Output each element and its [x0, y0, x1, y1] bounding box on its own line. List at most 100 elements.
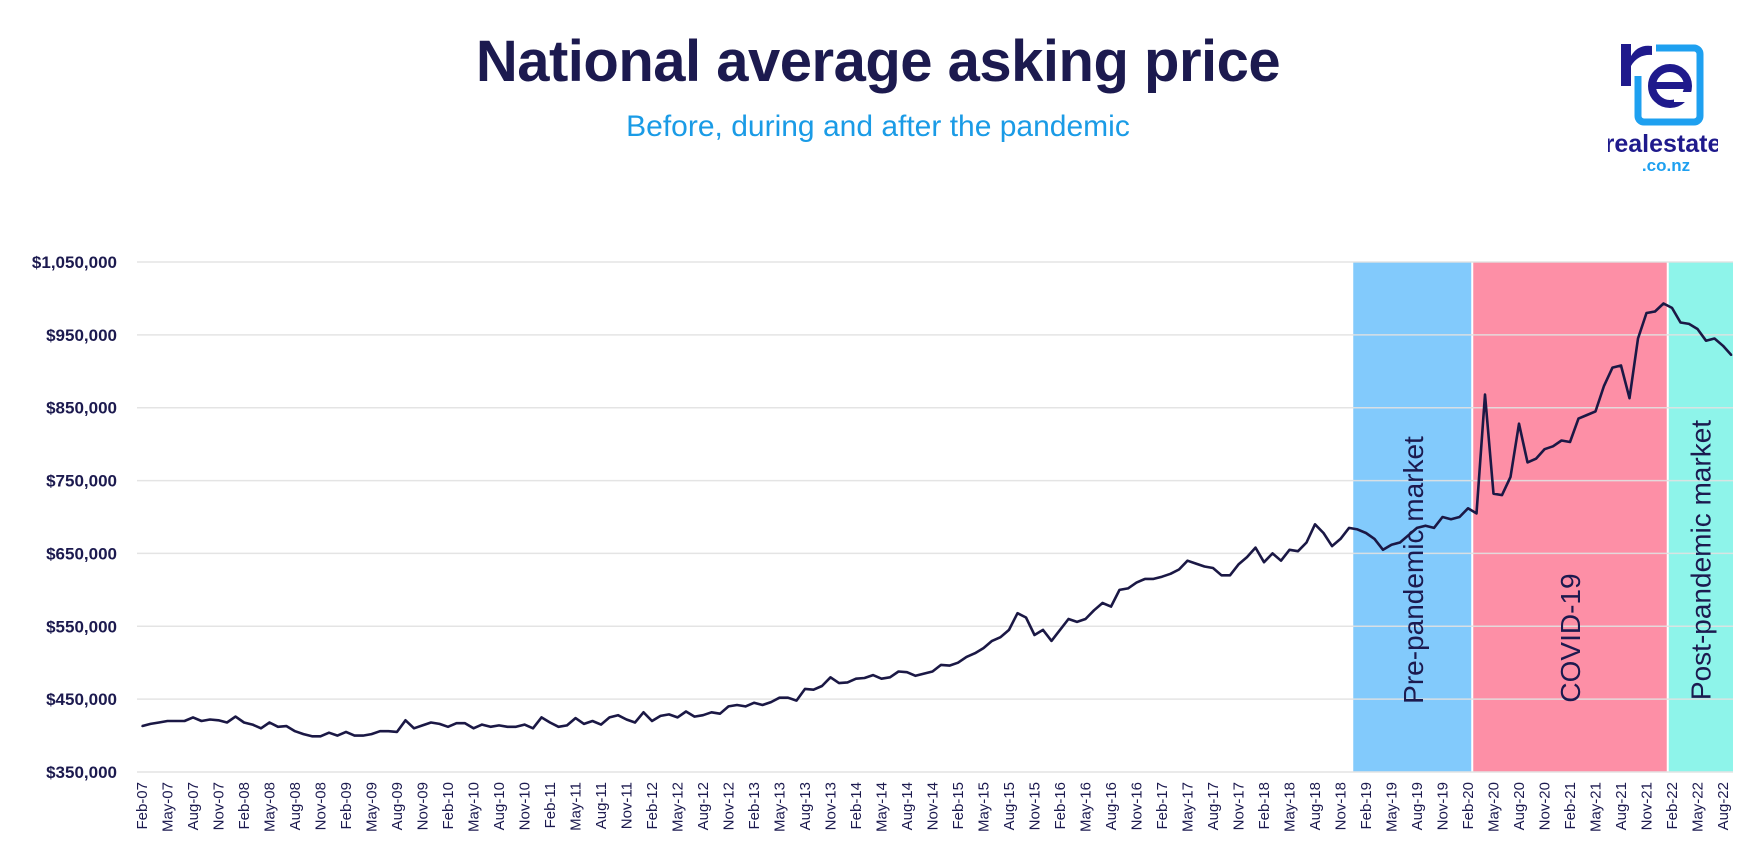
x-tick-label: Nov-20 — [1537, 782, 1554, 830]
data-point — [489, 726, 492, 728]
data-point — [982, 647, 985, 649]
y-tick-label: $550,000 — [46, 617, 117, 636]
data-point — [1348, 527, 1350, 529]
data-point — [1356, 528, 1359, 531]
data-point — [226, 721, 228, 724]
data-point — [608, 716, 611, 719]
x-tick-label: Feb-16 — [1052, 782, 1069, 830]
x-tick-label: Feb-14 — [848, 782, 865, 830]
data-point — [1322, 532, 1325, 534]
data-point — [523, 723, 526, 726]
x-tick-label: Feb-15 — [950, 782, 967, 830]
x-tick-label: Aug-14 — [899, 782, 916, 830]
data-point — [166, 720, 169, 722]
data-point — [1509, 476, 1512, 478]
data-point — [1365, 532, 1367, 534]
data-point — [1169, 573, 1172, 575]
x-tick-label: May-13 — [772, 782, 789, 832]
data-point — [472, 727, 475, 730]
data-point — [1203, 565, 1206, 568]
x-tick-label: May-08 — [262, 782, 279, 832]
data-point — [1654, 310, 1656, 313]
data-point — [685, 710, 687, 713]
data-point — [1424, 524, 1427, 527]
data-point — [158, 721, 160, 724]
data-point — [404, 719, 407, 722]
data-point — [370, 733, 373, 735]
x-tick-label: Nov-09 — [415, 782, 432, 830]
data-point — [1093, 609, 1095, 612]
data-point — [999, 636, 1002, 639]
x-tick-label: Feb-21 — [1562, 782, 1579, 830]
data-point — [693, 715, 696, 718]
data-point — [744, 705, 747, 708]
data-point — [200, 720, 203, 722]
data-point — [642, 711, 645, 714]
data-point — [1033, 634, 1036, 636]
data-point — [1280, 559, 1282, 562]
x-tick-label: Aug-11 — [593, 782, 610, 829]
x-tick-label: Nov-08 — [313, 782, 330, 830]
logo-word: realestate — [1608, 130, 1718, 158]
data-point — [1645, 312, 1648, 314]
data-point — [736, 704, 738, 706]
x-tick-label: May-10 — [466, 782, 483, 832]
data-point — [1705, 339, 1707, 342]
data-point — [183, 720, 186, 722]
data-point — [634, 721, 636, 724]
data-point — [897, 670, 900, 673]
data-point — [1067, 618, 1070, 620]
data-point — [430, 721, 432, 724]
logo-r-arc — [1631, 45, 1652, 66]
y-tick-label: $450,000 — [46, 690, 117, 709]
data-point — [1441, 516, 1444, 518]
data-point — [1696, 328, 1699, 330]
data-point — [1237, 563, 1240, 566]
data-point — [515, 726, 517, 728]
x-tick-label: Feb-08 — [236, 782, 253, 830]
data-point — [1025, 616, 1027, 619]
data-point — [1127, 587, 1129, 590]
data-point — [234, 715, 237, 718]
data-point — [1399, 541, 1401, 544]
data-point — [540, 716, 543, 719]
data-point — [294, 730, 296, 732]
data-point — [829, 676, 832, 679]
data-point — [1484, 393, 1486, 396]
x-tick-label: Nov-16 — [1129, 782, 1146, 830]
x-tick-label: May-21 — [1588, 782, 1605, 832]
data-point — [1195, 562, 1197, 565]
data-point — [1450, 518, 1452, 520]
data-point — [1390, 543, 1393, 546]
data-point — [1518, 422, 1520, 425]
data-point — [1679, 321, 1682, 324]
x-tick-label: Aug-10 — [491, 782, 508, 830]
data-point — [243, 721, 245, 724]
data-point — [1373, 538, 1376, 540]
x-axis-labels: Feb-07 May-07 Aug-07 Nov-07 Feb-08 May-08 Aug-… — [134, 782, 1732, 832]
data-point — [260, 727, 262, 730]
data-point — [625, 718, 628, 721]
x-tick-label: Feb-20 — [1460, 782, 1477, 830]
x-tick-label: Nov-15 — [1027, 782, 1044, 830]
data-point — [1569, 441, 1571, 443]
data-point — [353, 734, 356, 737]
logo-r-stem — [1621, 44, 1631, 86]
data-point — [855, 677, 857, 680]
data-point — [1475, 512, 1478, 515]
data-point — [1467, 507, 1469, 510]
logo-e-gap — [1674, 92, 1692, 102]
band-label: Pre-pandemic market — [1398, 436, 1429, 704]
data-point — [1331, 545, 1333, 547]
data-point — [311, 735, 313, 738]
data-point — [804, 688, 806, 690]
x-tick-label: May-18 — [1282, 782, 1299, 832]
data-point — [795, 699, 798, 702]
y-tick-label: $850,000 — [46, 399, 117, 418]
x-tick-label: Aug-22 — [1715, 782, 1732, 830]
data-point — [659, 715, 662, 717]
x-tick-label: Aug-21 — [1613, 782, 1630, 830]
data-point — [1594, 410, 1597, 413]
data-point — [591, 720, 594, 722]
data-point — [574, 717, 577, 719]
